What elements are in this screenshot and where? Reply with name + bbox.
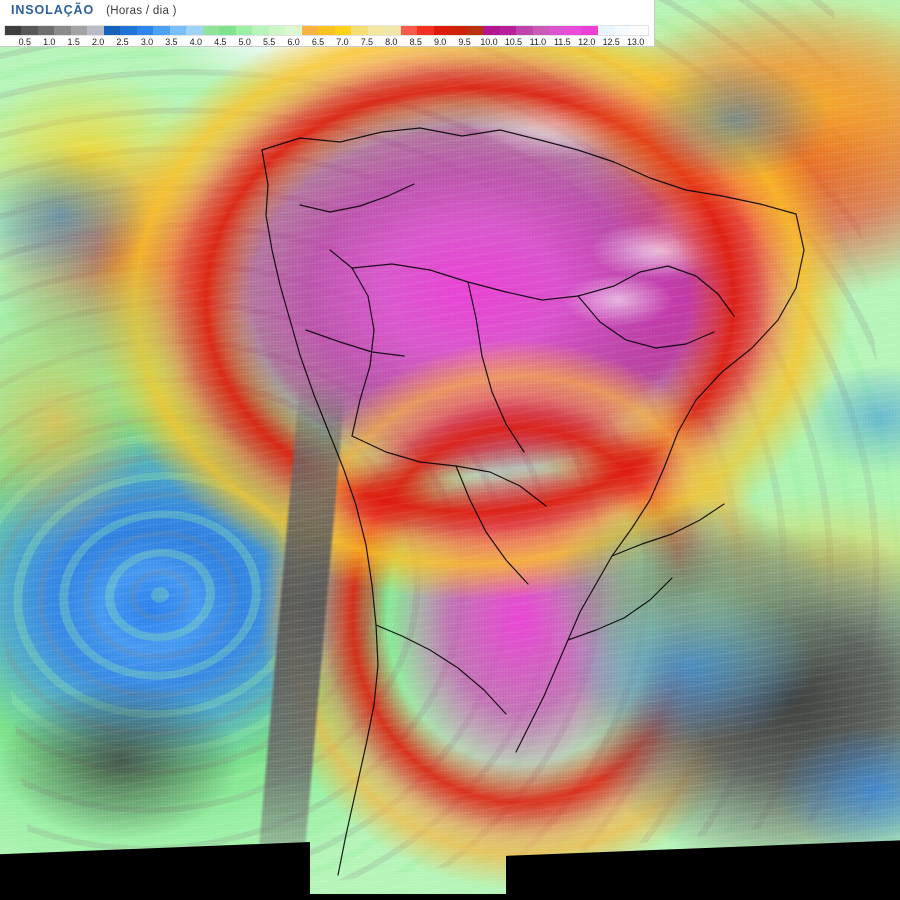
tick-label-7.0: 7.0 <box>336 37 349 47</box>
colorbar-swatch-37 <box>614 26 632 35</box>
colorbar-swatch-8 <box>136 26 154 35</box>
colorbar-swatch-10 <box>169 26 187 35</box>
colorbar-swatch-17 <box>285 26 302 35</box>
colorbar-swatch-27 <box>450 26 467 35</box>
tick-label-2.0: 2.0 <box>91 37 105 47</box>
colorbar-swatch-18 <box>301 26 319 35</box>
colorbar-swatch-6 <box>103 26 121 35</box>
colorbar-swatch-30 <box>499 26 517 35</box>
colorbar-swatch-19 <box>318 26 335 35</box>
colorbar-swatch-25 <box>417 26 434 35</box>
colorbar-swatch-2 <box>37 26 55 35</box>
tick-label-5.5: 5.5 <box>262 37 276 47</box>
tick-label-3.5: 3.5 <box>165 37 178 47</box>
colorbar-swatch-24 <box>400 26 418 35</box>
tick-label-0.5: 0.5 <box>18 37 31 47</box>
colorbar-swatch-35 <box>581 26 599 35</box>
colorbar-swatch-4 <box>70 26 88 35</box>
colorbar-swatch-15 <box>252 26 269 35</box>
legend-panel: INSOLAÇÃO (Horas / dia ) 0.5 1.0 1.5 2.0 2.5… <box>0 0 655 47</box>
colorbar-swatch-29 <box>483 26 500 35</box>
colorbar-swatch-38 <box>631 26 648 35</box>
tick-label-7.5: 7.5 <box>360 37 373 47</box>
colorbar-swatch-14 <box>235 26 253 35</box>
tick-label-8.0: 8.0 <box>385 37 398 47</box>
colorbar-swatch-5 <box>87 26 104 35</box>
tick-label-1.5: 1.5 <box>67 37 80 47</box>
colorbar-swatch-1 <box>21 26 38 35</box>
colorbar-swatch-33 <box>548 26 566 35</box>
tick-label-11.0: 11.0 <box>529 37 547 47</box>
colorbar-swatch-11 <box>186 26 203 35</box>
tick-label-10.0: 10.0 <box>480 37 498 47</box>
tick-label-12.5: 12.5 <box>602 37 620 47</box>
tick-label-4.5: 4.5 <box>214 37 227 47</box>
colorbar-swatch-21 <box>351 26 368 35</box>
colorbar-swatch-22 <box>367 26 385 35</box>
colorbar-swatch-32 <box>532 26 549 35</box>
tick-label-6.0: 6.0 <box>287 37 300 47</box>
legend-title: INSOLAÇÃO <box>11 3 95 17</box>
colorbar-swatch-7 <box>120 26 137 35</box>
nodata-region-bottom-strip <box>0 894 900 900</box>
tick-label-6.5: 6.5 <box>311 37 325 47</box>
colorbar-swatch-36 <box>598 26 615 35</box>
tick-label-8.5: 8.5 <box>409 37 422 47</box>
tick-label-11.5: 11.5 <box>554 37 571 47</box>
colorbar-swatch-31 <box>516 26 533 35</box>
colorbar-swatch-0 <box>5 26 22 35</box>
colorbar-swatch-20 <box>334 26 352 35</box>
tick-label-1.0: 1.0 <box>43 37 56 47</box>
tick-label-2.5: 2.5 <box>116 37 129 47</box>
colorbar-swatch-9 <box>153 26 170 35</box>
colorbar-swatch-23 <box>384 26 401 35</box>
colorbar-swatch-12 <box>202 26 220 35</box>
legend-header: INSOLAÇÃO (Horas / dia ) <box>11 3 177 17</box>
colorbar-swatch-3 <box>54 26 71 35</box>
colorbar-swatch-34 <box>565 26 582 35</box>
tick-label-5.0: 5.0 <box>238 37 251 47</box>
tick-label-12.0: 12.0 <box>578 37 596 47</box>
colorbar-tick-labels: 0.5 1.0 1.5 2.0 2.5 3.0 3.5 4.0 4.5 5.0 5.5 6.0 6.5 7… <box>4 37 649 47</box>
tick-label-9.0: 9.0 <box>433 37 447 47</box>
tick-label-9.5: 9.5 <box>458 37 471 47</box>
tick-label-13.0: 13.0 <box>627 37 645 47</box>
colorbar-swatch-16 <box>268 26 286 35</box>
colorbar-swatch-28 <box>466 26 484 35</box>
tick-label-10.5: 10.5 <box>504 37 522 47</box>
tick-label-3.0: 3.0 <box>140 37 154 47</box>
legend-units-label: (Horas / dia ) <box>106 5 177 17</box>
colorbar-swatch-13 <box>219 26 236 35</box>
colorbar[interactable] <box>4 25 649 36</box>
tick-label-4.0: 4.0 <box>189 37 202 47</box>
colorbar-swatch-26 <box>433 26 451 35</box>
